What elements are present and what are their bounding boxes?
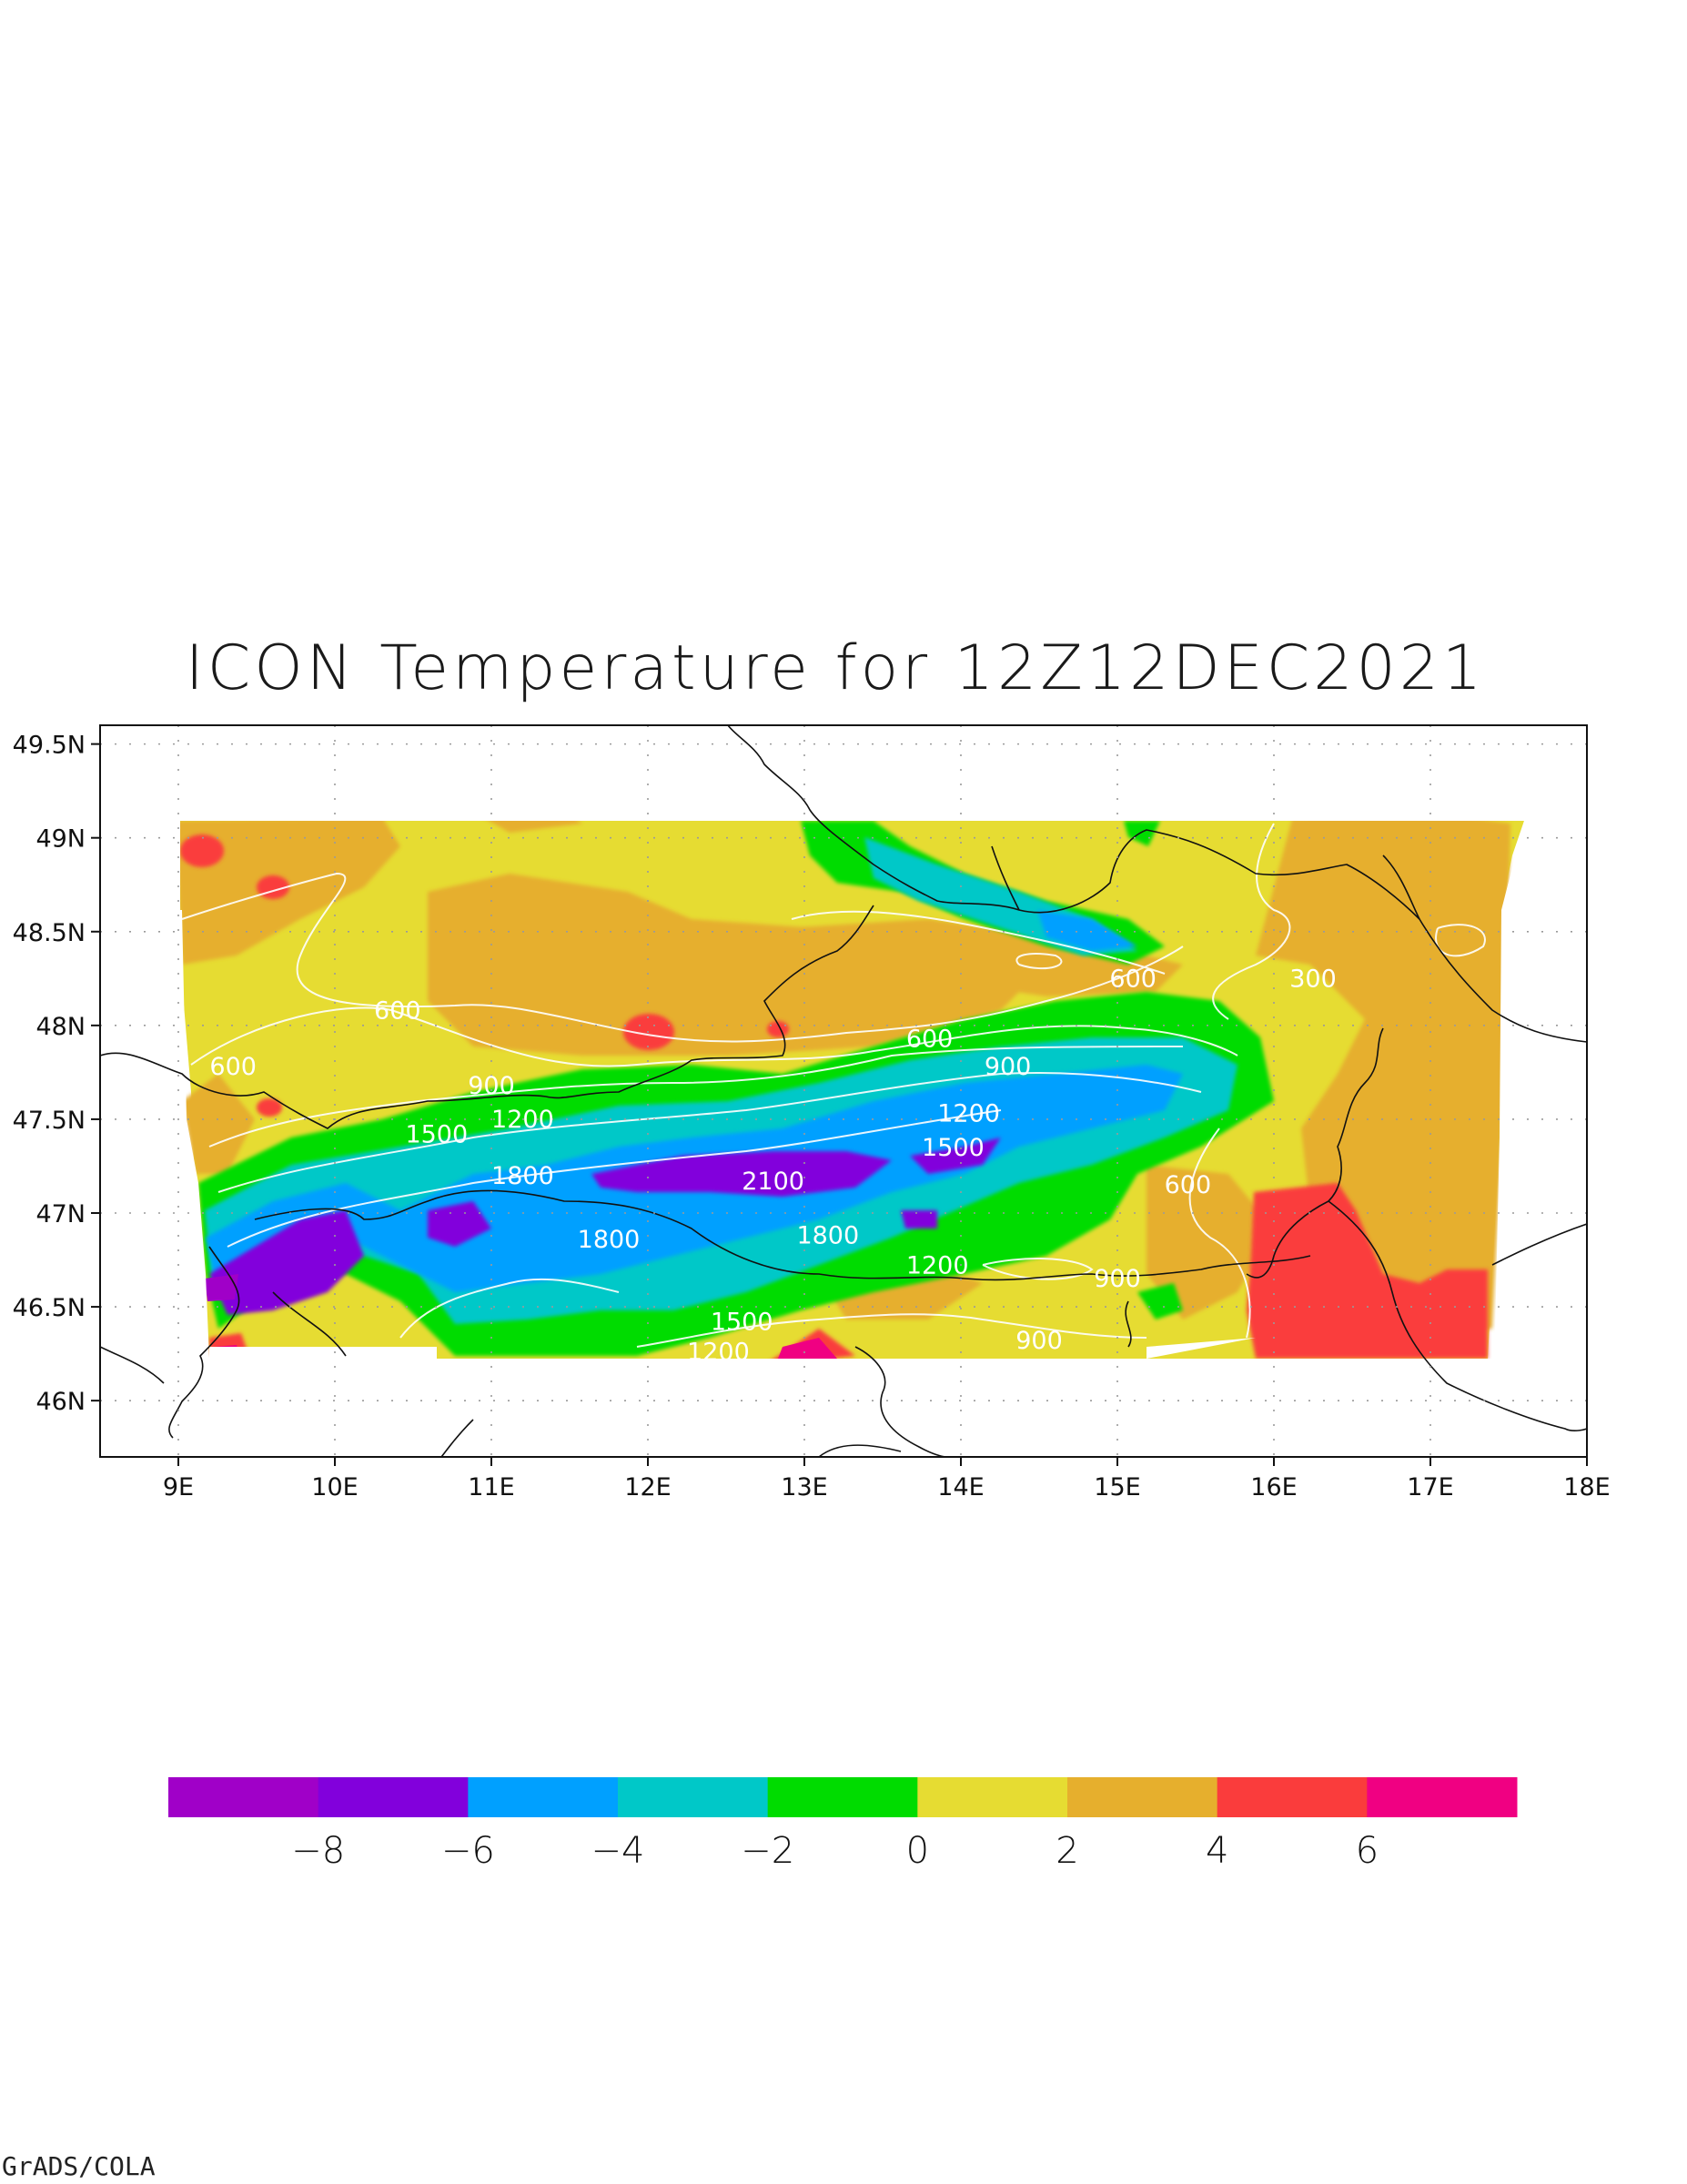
longitude-axis: 9E 10E 11E 12E 13E 14E 15E 16E 17E 18E <box>163 1457 1611 1502</box>
lon-tick-label: 12E <box>624 1473 671 1502</box>
lat-tick-label: 47.5N <box>13 1107 86 1135</box>
lon-tick-label: 18E <box>1563 1473 1610 1502</box>
lat-tick-label: 47N <box>35 1200 86 1228</box>
lat-tick-label: 46.5N <box>13 1294 86 1322</box>
contour-label: 600 <box>906 1025 954 1053</box>
contour-label: 1800 <box>578 1226 641 1254</box>
lat-tick-label: 46N <box>35 1388 86 1416</box>
map-gridlines <box>100 725 1587 1457</box>
colorbar-swatch <box>318 1777 469 1817</box>
contour-label: 1200 <box>937 1100 1000 1128</box>
lat-tick-label: 49.5N <box>13 732 86 760</box>
map-plot-area <box>100 725 1587 1457</box>
colorbar-swatch <box>618 1777 769 1817</box>
contour-label: 1500 <box>922 1134 985 1162</box>
colorbar-label: 6 <box>1356 1830 1379 1872</box>
contour-label: 1500 <box>711 1309 773 1337</box>
contour-label: 1200 <box>687 1339 750 1367</box>
contour-label: 300 <box>1289 965 1337 993</box>
lon-tick-label: 17E <box>1407 1473 1453 1502</box>
temperature-shading <box>100 725 1587 1457</box>
lon-tick-label: 14E <box>937 1473 984 1502</box>
colorbar: −8 −6 −4 −2 0 2 4 6 <box>168 1777 1518 1872</box>
contour-label: 1800 <box>796 1222 859 1250</box>
contour-label: 900 <box>1015 1327 1063 1355</box>
lat-tick-label: 48N <box>35 1013 86 1041</box>
terrain-contours <box>181 823 1486 1348</box>
country-borders <box>100 725 1587 1457</box>
band-below-minus-8 <box>205 1274 238 1301</box>
footer-credit: GrADS/COLA <box>2 2151 156 2181</box>
colorbar-swatch <box>767 1777 918 1817</box>
contour-label: 1200 <box>491 1106 554 1134</box>
lon-tick-label: 16E <box>1250 1473 1297 1502</box>
latitude-axis: 49.5N 49N 48.5N 48N 47.5N 47N 46.5N 46N <box>13 732 100 1416</box>
contour-label: 1200 <box>906 1252 969 1280</box>
contour-label: 600 <box>209 1053 257 1081</box>
colorbar-swatch <box>168 1777 319 1817</box>
colorbar-swatch <box>468 1777 619 1817</box>
contour-label: 1800 <box>491 1162 554 1190</box>
lat-tick-label: 49N <box>35 825 86 854</box>
colorbar-label: −2 <box>741 1830 794 1872</box>
colorbar-swatch <box>1217 1777 1368 1817</box>
colorbar-swatch <box>1067 1777 1218 1817</box>
colorbar-swatch <box>1367 1777 1518 1817</box>
contour-label: 1500 <box>405 1120 468 1148</box>
lat-tick-label: 48.5N <box>13 919 86 947</box>
contour-label: 900 <box>1094 1265 1141 1293</box>
chart-title: ICON Temperature for 12Z12DEC2021 <box>186 632 1486 704</box>
lon-tick-label: 10E <box>311 1473 358 1502</box>
contour-label: 900 <box>985 1053 1032 1081</box>
lon-tick-label: 15E <box>1094 1473 1140 1502</box>
colorbar-label: 2 <box>1056 1830 1078 1872</box>
contour-label: 600 <box>1165 1171 1212 1199</box>
colorbar-label: 0 <box>906 1830 929 1872</box>
contour-label: 2100 <box>742 1168 804 1196</box>
contour-label: 900 <box>468 1072 515 1100</box>
contour-label: 600 <box>1109 965 1157 993</box>
lon-tick-label: 9E <box>163 1473 194 1502</box>
colorbar-swatch <box>917 1777 1068 1817</box>
colorbar-label: −8 <box>291 1830 345 1872</box>
colorbar-label: −6 <box>441 1830 495 1872</box>
lon-tick-label: 11E <box>468 1473 514 1502</box>
lon-tick-label: 13E <box>781 1473 827 1502</box>
band-minus-6-to-minus-8 <box>209 1138 1001 1315</box>
data-edge-mask <box>100 725 1587 1457</box>
colorbar-label: −4 <box>591 1830 645 1872</box>
colorbar-label: 4 <box>1206 1830 1228 1872</box>
map-frame <box>99 724 1588 1458</box>
contour-label: 600 <box>374 996 421 1025</box>
